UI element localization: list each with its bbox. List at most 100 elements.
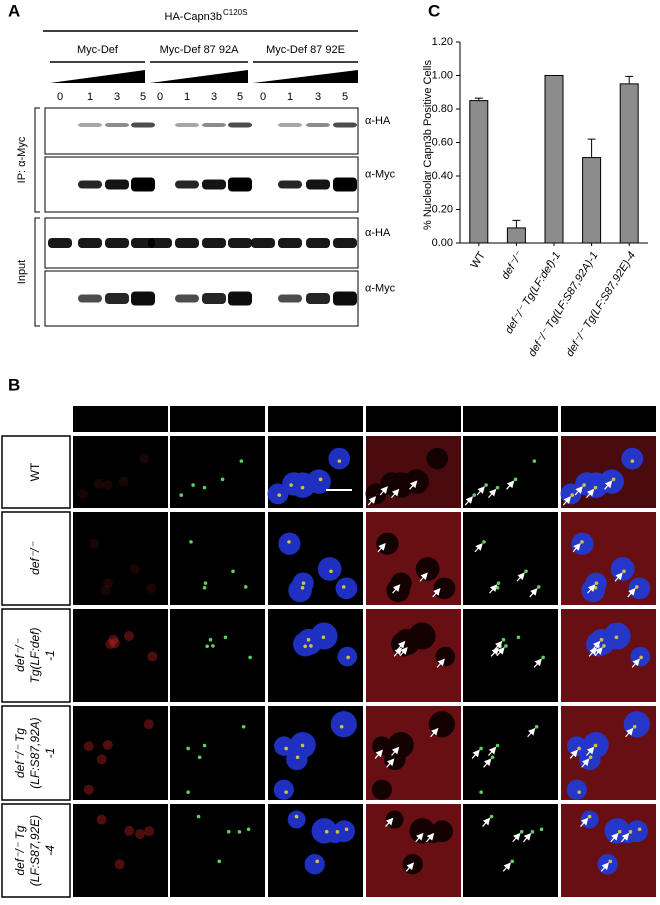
nucleolus xyxy=(632,724,637,729)
arrow xyxy=(627,588,636,598)
nucleolus xyxy=(513,477,518,482)
row-label: def⁻/⁻ Tg xyxy=(13,825,27,875)
error-bar xyxy=(474,97,483,101)
micrograph-bg xyxy=(170,804,265,897)
band xyxy=(78,238,102,248)
arrow xyxy=(430,727,439,738)
nucleus-hole xyxy=(626,820,649,843)
nucleolus xyxy=(582,483,586,487)
nucleolus xyxy=(516,635,521,640)
nucleolus xyxy=(495,743,500,748)
micrograph-bg xyxy=(463,804,558,897)
micrograph xyxy=(366,804,461,897)
nucleus xyxy=(317,557,342,581)
nucleus xyxy=(335,577,358,600)
row-label: -1 xyxy=(43,748,57,759)
micrograph-bg xyxy=(170,512,265,605)
micrograph-bg xyxy=(170,706,265,800)
band xyxy=(251,238,275,248)
nucleolus xyxy=(289,483,293,487)
arrow xyxy=(419,572,428,582)
nucleus-hole xyxy=(372,736,392,756)
def-signal xyxy=(147,651,158,662)
nucleus-hole xyxy=(628,577,651,600)
nucleus xyxy=(273,779,294,800)
row-label: -4 xyxy=(43,845,57,856)
arrow xyxy=(391,746,400,756)
arrow xyxy=(405,862,415,872)
construct-superscript: C120S xyxy=(223,8,247,17)
micrograph xyxy=(170,706,265,800)
nucleus-hole xyxy=(408,622,436,650)
wedge xyxy=(253,70,358,83)
bar xyxy=(619,83,639,244)
nucleolus xyxy=(534,724,539,729)
band xyxy=(202,179,226,190)
arrow xyxy=(471,749,480,759)
nucleolus xyxy=(246,827,251,832)
def-signal xyxy=(114,859,125,870)
column-header: Fib xyxy=(502,411,519,425)
arrow xyxy=(482,817,491,827)
nucleus-hole xyxy=(610,557,635,581)
arrow xyxy=(379,486,388,496)
arrow xyxy=(569,749,578,759)
band xyxy=(228,291,252,306)
nucleolus xyxy=(524,569,528,574)
band xyxy=(105,123,129,127)
nucleolus xyxy=(539,827,544,832)
x-tick-label: def⁻/⁻ Tg(LF:S87,92A)-1 xyxy=(526,250,600,359)
lane-label: 5 xyxy=(342,91,348,103)
def-signal xyxy=(93,478,104,489)
arrow xyxy=(580,817,589,827)
nucleolus xyxy=(570,493,575,497)
nucleolus xyxy=(479,746,483,751)
column-header-bg xyxy=(73,406,168,432)
def-signal xyxy=(96,754,107,765)
def-signal xyxy=(129,563,140,574)
arrow xyxy=(581,758,590,768)
nucleus-hole xyxy=(580,810,599,829)
micrograph-bg xyxy=(268,804,363,897)
bar xyxy=(544,75,564,244)
micrograph xyxy=(561,706,656,800)
band xyxy=(175,180,199,189)
nucleolus xyxy=(186,746,190,751)
bar xyxy=(582,157,602,244)
arrow xyxy=(474,542,483,553)
lane-label: 1 xyxy=(87,91,93,103)
nucleolus xyxy=(202,585,207,590)
nucleolus xyxy=(496,581,501,585)
nucleolus xyxy=(577,790,581,794)
nucleolus xyxy=(482,540,486,544)
arrow xyxy=(522,832,532,843)
micrograph xyxy=(366,706,461,800)
nucleus-hole xyxy=(428,711,455,738)
nucleolus xyxy=(484,483,488,487)
nucleolus xyxy=(324,829,329,834)
row-label-box xyxy=(1,435,71,509)
nucleolus xyxy=(277,493,282,497)
def-signal xyxy=(96,814,107,825)
nucleolus xyxy=(593,585,598,590)
nucleolus xyxy=(339,724,344,729)
micrograph xyxy=(560,436,656,508)
micrograph xyxy=(268,706,363,800)
nucleus-hole xyxy=(409,818,435,844)
band xyxy=(48,238,72,248)
band xyxy=(105,238,129,248)
band xyxy=(131,177,155,192)
nucleus-hole xyxy=(566,779,587,800)
nucleolus xyxy=(197,755,202,760)
nucleolus xyxy=(284,746,288,751)
nucleolus xyxy=(532,459,537,463)
micrograph xyxy=(73,706,168,800)
nucleolus xyxy=(587,814,592,819)
band xyxy=(306,293,330,304)
arrow xyxy=(488,746,497,756)
nucleolus xyxy=(287,540,291,544)
nucleolus xyxy=(237,830,242,834)
row-label-box xyxy=(1,803,71,898)
nucleolus xyxy=(329,569,333,574)
